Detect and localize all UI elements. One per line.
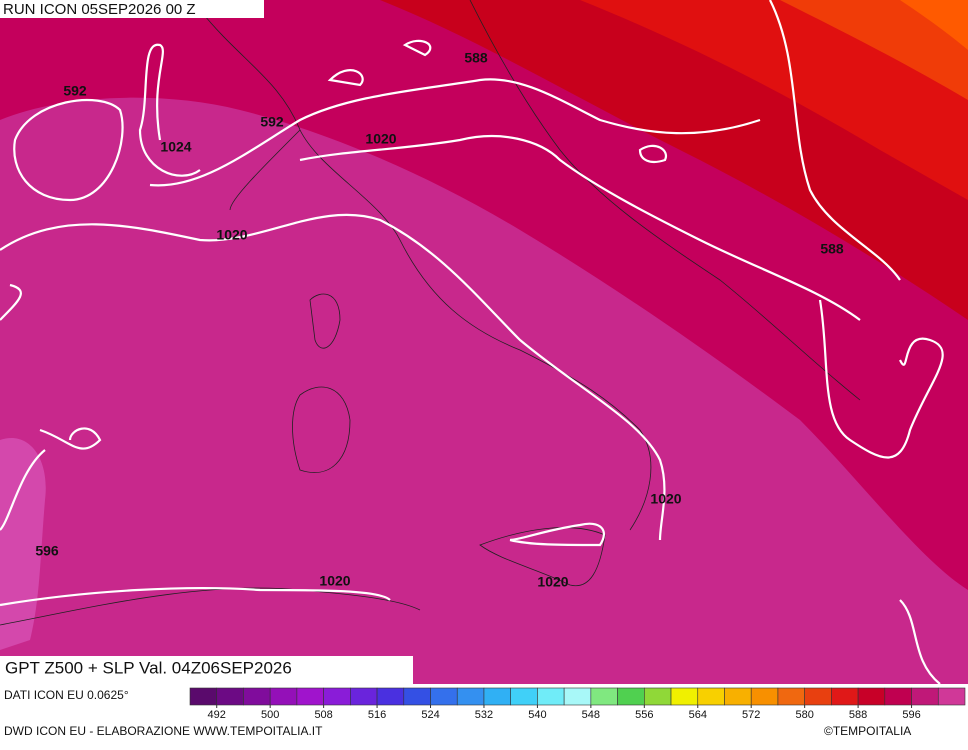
coastline (0, 0, 861, 626)
contour-label: 588 (464, 50, 488, 66)
colorbar-swatch (590, 687, 618, 706)
colorbar-swatch (857, 687, 886, 706)
colorbar-swatch (724, 687, 752, 706)
colorbar-tick-label: 524 (421, 709, 439, 721)
contour-label: 1020 (319, 573, 350, 589)
colorbar-swatch (216, 687, 244, 706)
colorbar-tick-label: 500 (261, 709, 279, 721)
colorbar-swatch (644, 687, 672, 706)
colorbar-swatch (750, 687, 779, 706)
source-label: DATI ICON EU 0.0625° (4, 688, 129, 702)
colorbar-swatch (243, 687, 271, 706)
colorbar-tick-label: 516 (368, 709, 386, 721)
contour-label: 1024 (160, 139, 191, 155)
colorbar: 492 500 508 516 524 532 540 548 556 564 572 580 588 5… (189, 687, 966, 721)
colorbar-tick-label: 588 (849, 709, 867, 721)
colorbar-tick-label: 532 (475, 709, 493, 721)
field-596 (0, 438, 46, 650)
colorbar-swatch (937, 687, 966, 706)
colorbar-tick-label: 548 (582, 709, 600, 721)
colorbar-swatch (563, 687, 592, 706)
copyright-label: ©TEMPOITALIA (824, 724, 911, 738)
contour-label: 1020 (650, 491, 681, 507)
contour-label: 592 (260, 114, 284, 130)
colorbar-swatch (403, 687, 431, 706)
colorbar-swatch (510, 687, 538, 706)
colorbar-swatch (804, 687, 832, 706)
colorbar-swatch (323, 687, 351, 706)
colorbar-swatch (617, 687, 645, 706)
credit-label: DWD ICON EU - ELABORAZIONE WWW.TEMPOITAL… (4, 724, 323, 738)
colorbar-swatch (296, 687, 324, 706)
title-box (0, 656, 413, 684)
contour-label: 592 (63, 83, 87, 99)
field-580 (580, 0, 968, 200)
colorbar-swatch (269, 687, 298, 706)
colorbar-tick-label: 492 (208, 709, 226, 721)
colorbar-swatch (537, 687, 565, 706)
colorbar-swatch (670, 687, 699, 706)
colorbar-swatch (350, 687, 378, 706)
colorbar-tick-label: 540 (528, 709, 546, 721)
field-572 (900, 0, 968, 50)
colorbar-swatch (376, 687, 405, 706)
run-label: RUN ICON 05SEP2026 00 Z (3, 1, 196, 18)
contour-labels: 592 592 588 1024 1020 1020 588 1020 596 1020 1020 (35, 50, 844, 590)
colorbar-swatch (884, 687, 912, 706)
colorbar-swatch (777, 687, 805, 706)
contour-label: 588 (820, 241, 844, 257)
run-box (0, 0, 264, 18)
colorbar-swatch (430, 687, 458, 706)
colorbar-swatch (697, 687, 725, 706)
colorbar-tick-label: 572 (742, 709, 760, 721)
contour-label: 1020 (365, 131, 396, 147)
contour-label: 1020 (537, 574, 568, 590)
colorbar-tick-label: 596 (902, 709, 920, 721)
colorbar-tick-label: 508 (314, 709, 332, 721)
colorbar-swatch (189, 687, 218, 706)
colorbar-swatch (911, 687, 939, 706)
field-576 (780, 0, 968, 100)
colorbar-swatch (483, 687, 511, 706)
contour-label: 1020 (216, 227, 247, 243)
colorbar-swatch (456, 687, 485, 706)
map: 592 592 588 1024 1020 1020 588 1020 596 1020 1020 (0, 0, 968, 685)
colorbar-tick-label: 556 (635, 709, 653, 721)
colorbar-swatch (831, 687, 859, 706)
map-title: GPT Z500 + SLP Val. 04Z06SEP2026 (5, 658, 292, 677)
contour-label: 596 (35, 543, 59, 559)
colorbar-tick-label: 564 (689, 709, 707, 721)
isobar (0, 0, 943, 684)
colorbar-tick-label: 580 (795, 709, 813, 721)
